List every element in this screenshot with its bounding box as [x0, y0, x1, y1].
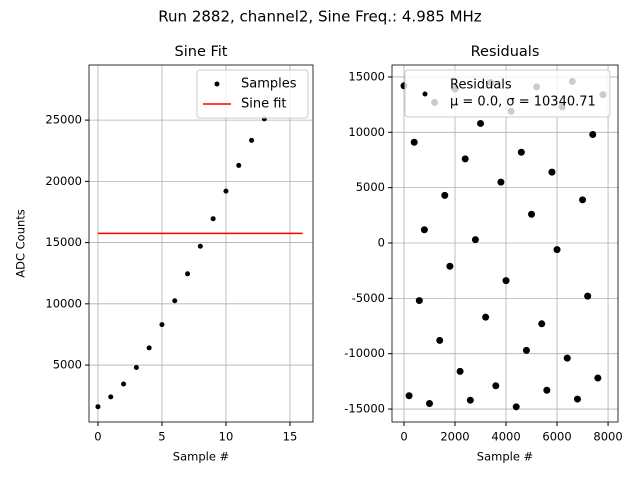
legend-box: [404, 69, 611, 118]
data-point: [553, 246, 561, 254]
data-point: [249, 137, 255, 143]
plot-area: [400, 77, 607, 411]
legend: Residuals μ = 0.0, σ = 10340.71: [404, 69, 611, 118]
data-point: [471, 236, 479, 244]
data-point: [548, 168, 556, 176]
axes-frame: [88, 64, 314, 423]
data-point: [185, 271, 191, 277]
x-tick-label: 4000: [491, 430, 520, 444]
data-point: [456, 367, 464, 375]
axes: Residuals Sample # 0 2000 4000 6000 8000 -15000…: [344, 44, 622, 464]
data-point: [482, 313, 490, 321]
data-point: [528, 210, 536, 218]
data-point: [477, 119, 485, 127]
y-tick-label: 15000: [45, 235, 82, 249]
y-tick-label: 10000: [45, 296, 82, 310]
data-point: [543, 386, 551, 394]
data-point: [415, 297, 423, 305]
data-point: [420, 226, 428, 234]
x-tick-label: 8000: [593, 430, 622, 444]
y-axis-label: ADC Counts: [14, 209, 28, 278]
data-point: [95, 404, 101, 410]
legend-box: [196, 69, 309, 119]
x-tick-label: 0: [94, 430, 101, 444]
legend: Samples Sine fit: [196, 69, 309, 119]
legend-label: Samples: [241, 77, 297, 92]
axes: Sine Fit Sample # ADC Counts 0 5 10 15 5000 1000…: [14, 44, 314, 464]
data-point: [210, 216, 216, 222]
data-point: [573, 395, 581, 403]
legend-label: Sine fit: [241, 97, 287, 112]
x-axis-label: Sample #: [477, 450, 533, 464]
legend-swatch: [422, 91, 428, 97]
data-point: [108, 394, 114, 400]
data-point: [522, 346, 530, 354]
y-tick-label: 0: [378, 236, 385, 250]
y-tick-label: -10000: [344, 346, 385, 360]
axes-title: Residuals: [471, 44, 540, 60]
data-point: [563, 354, 571, 362]
x-tick-label: 15: [283, 430, 298, 444]
y-tick-label: 10000: [348, 125, 385, 139]
data-point: [236, 162, 242, 168]
legend-label: Residuals: [450, 78, 512, 93]
figure-title: Run 2882, channel2, Sine Freq.: 4.985 MH…: [158, 8, 482, 26]
data-point: [502, 277, 510, 285]
x-axis-label: Sample #: [173, 450, 229, 464]
data-point: [133, 365, 139, 371]
plot-area: [95, 116, 303, 410]
data-point: [425, 400, 433, 408]
data-point: [589, 131, 597, 139]
data-point: [512, 403, 520, 411]
legend-note: μ = 0.0, σ = 10340.71: [450, 95, 596, 110]
data-point: [410, 138, 418, 146]
data-point: [146, 345, 152, 351]
data-point: [492, 382, 500, 390]
data-point: [436, 336, 444, 344]
data-point: [594, 374, 602, 382]
data-point: [497, 178, 505, 186]
data-point: [197, 243, 203, 249]
data-point: [461, 155, 469, 163]
x-tick-label: 0: [400, 430, 407, 444]
data-point: [579, 196, 587, 204]
data-point: [121, 381, 127, 387]
data-point: [159, 322, 165, 328]
data-point: [172, 298, 178, 304]
data-point: [441, 191, 449, 199]
axes-frame: [391, 64, 619, 423]
data-point: [584, 292, 592, 300]
x-tick-label: 2000: [440, 430, 469, 444]
y-tick-label: 5000: [53, 358, 82, 372]
y-tick-label: -5000: [352, 291, 385, 305]
data-point: [405, 392, 413, 400]
data-point: [223, 188, 229, 194]
data-point: [538, 320, 546, 328]
y-tick-label: 20000: [45, 174, 82, 188]
y-tick-label: 25000: [45, 113, 82, 127]
x-tick-label: 10: [219, 430, 234, 444]
axes-title: Sine Fit: [175, 44, 228, 60]
y-tick-label: 5000: [356, 180, 385, 194]
x-tick-label: 5: [158, 430, 165, 444]
y-tick-label: 15000: [348, 69, 385, 83]
data-point: [446, 262, 454, 270]
data-point: [517, 148, 525, 156]
data-point: [466, 396, 474, 404]
x-tick-label: 6000: [542, 430, 571, 444]
legend-swatch: [214, 81, 220, 87]
y-tick-label: -15000: [344, 402, 385, 416]
